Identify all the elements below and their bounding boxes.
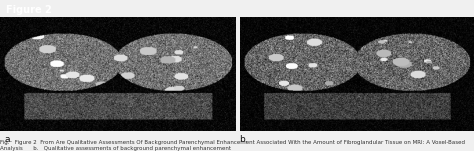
Text: Figure 2: Figure 2 — [6, 5, 52, 14]
Text: a.: a. — [5, 135, 13, 144]
Text: Fig.   Figure 2  From Are Qualitative Assessments Of Background Parenchymal Enha: Fig. Figure 2 From Are Qualitative Asses… — [0, 140, 465, 151]
Text: b.: b. — [239, 135, 248, 144]
